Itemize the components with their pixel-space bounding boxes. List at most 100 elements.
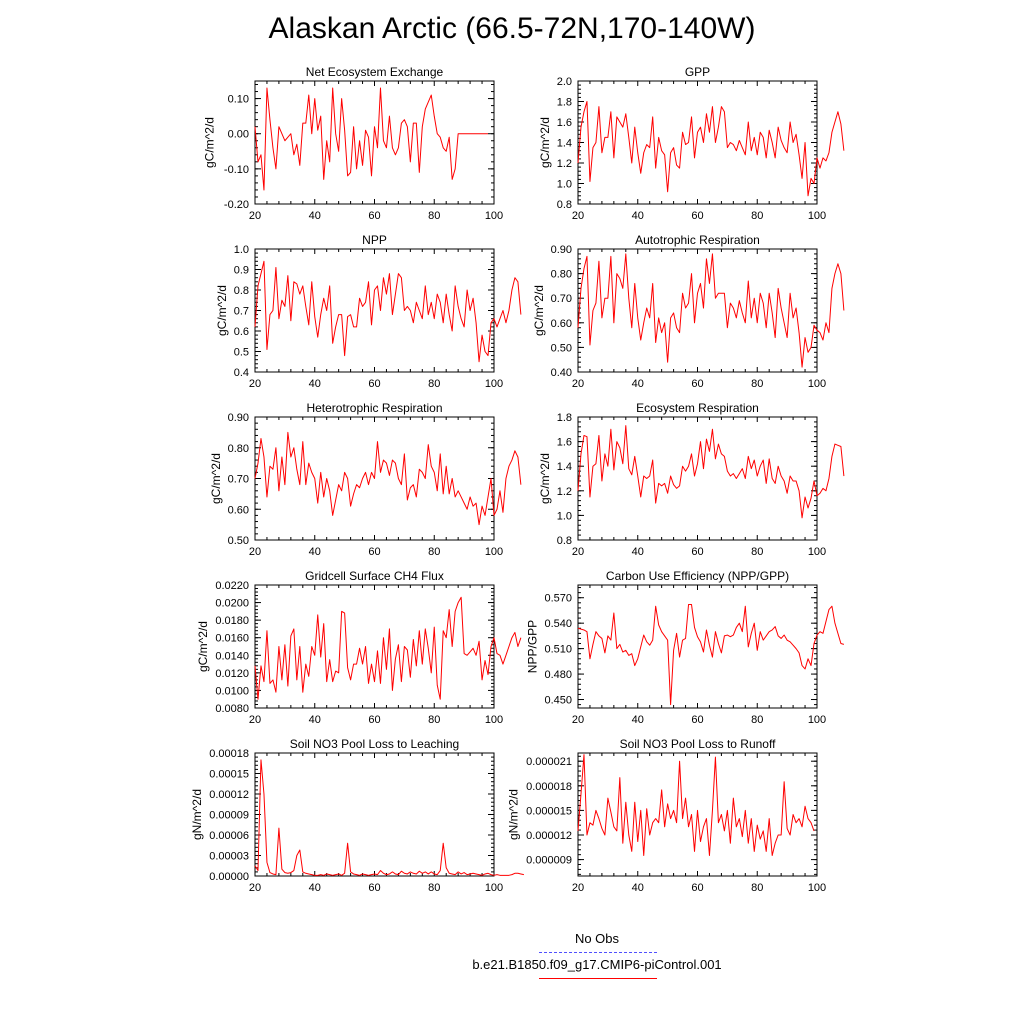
- y-tick-label: 1.2: [557, 158, 572, 170]
- x-tick-label: 80: [428, 882, 440, 894]
- y-tick-label: 0.0220: [215, 580, 249, 592]
- chart-title: Soil NO3 Pool Loss to Runoff: [620, 737, 777, 751]
- series-line: [577, 604, 845, 706]
- y-tick-label: 1.6: [557, 437, 572, 449]
- x-tick-label: 20: [249, 546, 261, 558]
- x-tick-label: 100: [808, 546, 826, 558]
- y-tick-label: 0.00006: [209, 830, 249, 842]
- x-tick-label: 20: [572, 882, 584, 894]
- y-tick-label: 0.70: [228, 474, 249, 486]
- y-tick-label: 0.450: [544, 695, 572, 707]
- x-tick-label: 60: [368, 378, 380, 390]
- legend-swatch-solid: [539, 978, 657, 979]
- plot-frame: [254, 80, 495, 205]
- x-tick-label: 20: [249, 882, 261, 894]
- x-tick-label: 100: [485, 210, 503, 222]
- y-tick-label: 0.00009: [209, 810, 249, 822]
- x-tick-label: 80: [428, 714, 440, 726]
- x-tick-label: 60: [368, 714, 380, 726]
- y-tick-label: 0.8: [557, 199, 572, 211]
- legend-label-model: b.e21.B1850.f09_g17.CMIP6-piControl.001: [472, 957, 722, 972]
- x-tick-label: 80: [428, 546, 440, 558]
- x-tick-label: 80: [751, 210, 763, 222]
- y-tick-label: 0.00015: [209, 769, 249, 781]
- x-tick-label: 100: [808, 378, 826, 390]
- x-tick-label: 80: [428, 210, 440, 222]
- x-tick-label: 60: [691, 378, 703, 390]
- x-tick-label: 40: [632, 714, 644, 726]
- y-tick-label: 0.00012: [209, 789, 249, 801]
- chart-panel-5: Heterotrophic Respiration 20 40 60 80 100 0.50…: [209, 401, 522, 558]
- series-line: [254, 759, 524, 876]
- y-tick-label: 1.4: [557, 461, 572, 473]
- x-tick-label: 20: [572, 546, 584, 558]
- legend-swatch-dashed: [539, 952, 657, 953]
- x-tick-label: 40: [632, 210, 644, 222]
- y-tick-label: 1.8: [557, 412, 572, 424]
- y-tick-label: 0.480: [544, 669, 572, 681]
- chart-panel-7: Gridcell Surface CH4 Flux 20 40 60 80 100 0.00…: [196, 569, 522, 726]
- y-tick-label: 0.9: [234, 265, 249, 277]
- y-tick-label: 1.0: [557, 179, 572, 191]
- y-axis-label: gN/m^2/d: [507, 789, 521, 840]
- series-line: [577, 101, 845, 197]
- x-tick-label: 40: [309, 210, 321, 222]
- series-line: [254, 87, 489, 191]
- y-axis-label: gC/m^2/d: [215, 285, 229, 336]
- y-tick-label: 0.90: [228, 412, 249, 424]
- x-tick-label: 20: [249, 210, 261, 222]
- x-tick-label: 40: [632, 378, 644, 390]
- chart-panel-4: Autotrophic Respiration 20 40 60 80 100 0.40 0.…: [532, 233, 845, 390]
- chart-panel-6: Ecosystem Respiration 20 40 60 80 100 0.8 1.0 1.…: [538, 401, 845, 558]
- x-tick-label: 80: [751, 546, 763, 558]
- chart-panel-10: Soil NO3 Pool Loss to Runoff 20 40 60 80 100 0…: [507, 737, 827, 894]
- y-tick-label: 0.540: [544, 618, 572, 630]
- y-tick-label: -0.20: [224, 199, 249, 211]
- y-tick-label: 0.00000: [209, 871, 249, 883]
- legend: No Obs b.e21.B1850.f09_g17.CMIP6-piContr…: [400, 930, 794, 982]
- x-tick-label: 100: [808, 210, 826, 222]
- x-tick-label: 60: [691, 546, 703, 558]
- x-tick-label: 80: [751, 378, 763, 390]
- y-tick-label: 0.00: [228, 129, 249, 141]
- series-line: [577, 425, 845, 519]
- plot-frame: [577, 584, 818, 709]
- y-tick-label: 0.000015: [526, 805, 572, 817]
- x-tick-label: 100: [485, 882, 503, 894]
- y-axis-label: gC/m^2/d: [203, 117, 217, 168]
- x-tick-label: 40: [632, 882, 644, 894]
- x-tick-label: 40: [632, 546, 644, 558]
- y-tick-label: 0.50: [551, 342, 572, 354]
- y-tick-label: -0.10: [224, 164, 249, 176]
- y-axis-label: gC/m^2/d: [532, 285, 546, 336]
- y-tick-label: 0.8: [234, 285, 249, 297]
- y-tick-label: 0.80: [228, 443, 249, 455]
- y-tick-label: 0.60: [228, 504, 249, 516]
- y-tick-label: 0.000018: [526, 781, 572, 793]
- y-tick-label: 1.0: [234, 244, 249, 256]
- y-axis-label: gC/m^2/d: [209, 453, 223, 504]
- legend-entry-no-obs: No Obs: [400, 930, 794, 956]
- series-line: [254, 260, 522, 363]
- x-tick-label: 60: [691, 714, 703, 726]
- chart-title: Autotrophic Respiration: [635, 233, 760, 247]
- plot-frame: [254, 752, 495, 877]
- y-axis-label: gC/m^2/d: [196, 621, 210, 672]
- x-tick-label: 60: [368, 882, 380, 894]
- x-tick-label: 100: [485, 378, 503, 390]
- y-tick-label: 0.0120: [215, 668, 249, 680]
- plot-frame: [254, 248, 495, 373]
- y-tick-label: 0.10: [228, 94, 249, 106]
- y-tick-label: 0.510: [544, 644, 572, 656]
- x-tick-label: 100: [485, 714, 503, 726]
- y-tick-label: 0.0080: [215, 703, 249, 715]
- y-tick-label: 0.0140: [215, 650, 249, 662]
- y-tick-label: 0.70: [551, 293, 572, 305]
- y-tick-label: 1.0: [557, 510, 572, 522]
- series-line: [254, 596, 522, 700]
- x-tick-label: 60: [368, 546, 380, 558]
- x-tick-label: 100: [485, 546, 503, 558]
- chart-panel-1: Net Ecosystem Exchange 20 40 60 80 100 -0.20 -0…: [203, 65, 504, 222]
- y-tick-label: 0.000009: [526, 855, 572, 867]
- chart-title: NPP: [362, 233, 387, 247]
